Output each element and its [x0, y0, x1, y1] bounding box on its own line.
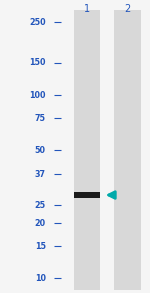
Text: 15: 15: [35, 242, 46, 251]
Text: 2: 2: [124, 4, 131, 14]
Text: 37: 37: [35, 170, 46, 179]
Text: 10: 10: [35, 274, 46, 283]
Bar: [114, 10, 141, 290]
Text: 20: 20: [35, 219, 46, 228]
Text: 50: 50: [35, 146, 46, 155]
Text: 150: 150: [29, 59, 46, 67]
Text: 1: 1: [84, 4, 90, 14]
Text: 100: 100: [29, 91, 46, 100]
Text: 25: 25: [35, 201, 46, 210]
Bar: [74, 10, 100, 290]
Text: 75: 75: [35, 114, 46, 122]
Bar: [74, 192, 100, 198]
Text: 250: 250: [29, 18, 46, 27]
